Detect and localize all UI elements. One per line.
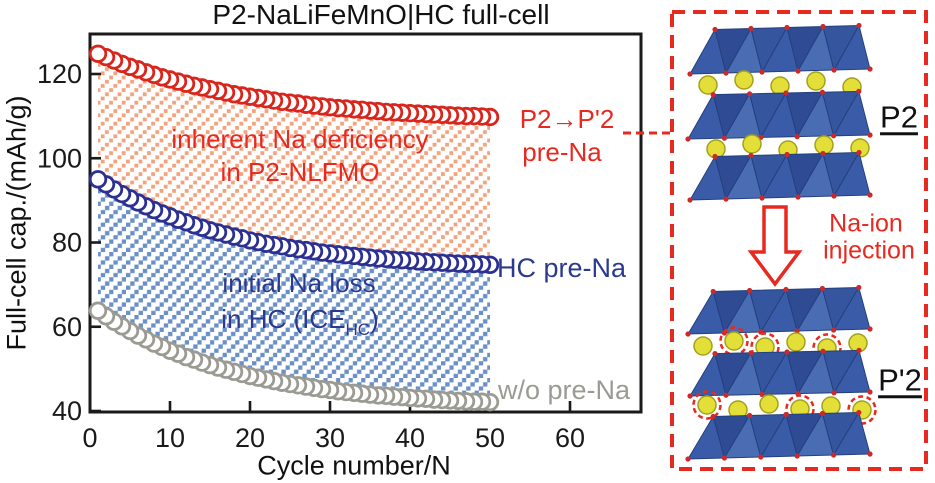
svg-text:50: 50 bbox=[475, 423, 505, 453]
gray-series-label: w/o pre-Na bbox=[498, 375, 631, 405]
svg-text:20: 20 bbox=[235, 423, 265, 453]
arrow-caption-line1: Na-ion bbox=[829, 209, 903, 238]
p2-phase-label: P2 bbox=[880, 99, 918, 135]
na-loss-region-label-line2: in HC (ICEHC) bbox=[221, 303, 379, 339]
p2-structure-illustration bbox=[685, 22, 873, 203]
na-deficiency-region-label-line1: inherent Na deficiency bbox=[171, 123, 429, 154]
svg-text:30: 30 bbox=[315, 423, 345, 453]
na-loss-region bbox=[98, 179, 490, 403]
panel-dashed-border bbox=[670, 10, 928, 471]
series-blue bbox=[88, 170, 500, 275]
svg-text:60: 60 bbox=[555, 423, 585, 453]
na-loss-label-close: ) bbox=[370, 303, 379, 334]
na-deficiency-region bbox=[98, 53, 490, 265]
y-axis-label: Full-cell cap./(mAh/g) bbox=[1, 95, 32, 351]
series-gray bbox=[88, 301, 500, 412]
blue-series-label: HC pre-Na bbox=[497, 253, 627, 283]
svg-text:120: 120 bbox=[37, 59, 82, 89]
na-loss-region-label-line1: initial Na loss bbox=[222, 267, 376, 298]
structure-panel bbox=[670, 10, 928, 471]
series-red bbox=[88, 44, 500, 127]
svg-text:100: 100 bbox=[37, 143, 82, 173]
arrow-caption-line2: injection bbox=[823, 236, 915, 265]
svg-text:60: 60 bbox=[52, 312, 82, 342]
pp2-phase-label: P'2 bbox=[878, 362, 922, 398]
hatched-regions bbox=[98, 53, 490, 403]
svg-text:40: 40 bbox=[52, 396, 82, 426]
svg-text:80: 80 bbox=[52, 228, 82, 258]
na-loss-label-text: in HC (ICE bbox=[221, 303, 346, 334]
chart-title: P2-NaLiFeMnO|HC full-cell bbox=[212, 0, 550, 30]
red-series-label-line1: P2→P'2 bbox=[519, 103, 615, 134]
red-series-label-line2: pre-Na bbox=[522, 136, 602, 167]
svg-text:0: 0 bbox=[82, 423, 97, 453]
svg-text:10: 10 bbox=[155, 423, 185, 453]
axes: 0 10 20 30 40 50 60 40 60 80 100 120 bbox=[37, 32, 643, 453]
down-arrow-icon bbox=[747, 205, 803, 287]
na-deficiency-region-label-line2: in P2-NLFMO bbox=[220, 156, 380, 187]
svg-text:40: 40 bbox=[395, 423, 425, 453]
x-axis-label: Cycle number/N bbox=[257, 450, 451, 481]
pp2-structure-illustration bbox=[685, 284, 877, 462]
na-loss-label-subscript: HC bbox=[345, 319, 371, 339]
